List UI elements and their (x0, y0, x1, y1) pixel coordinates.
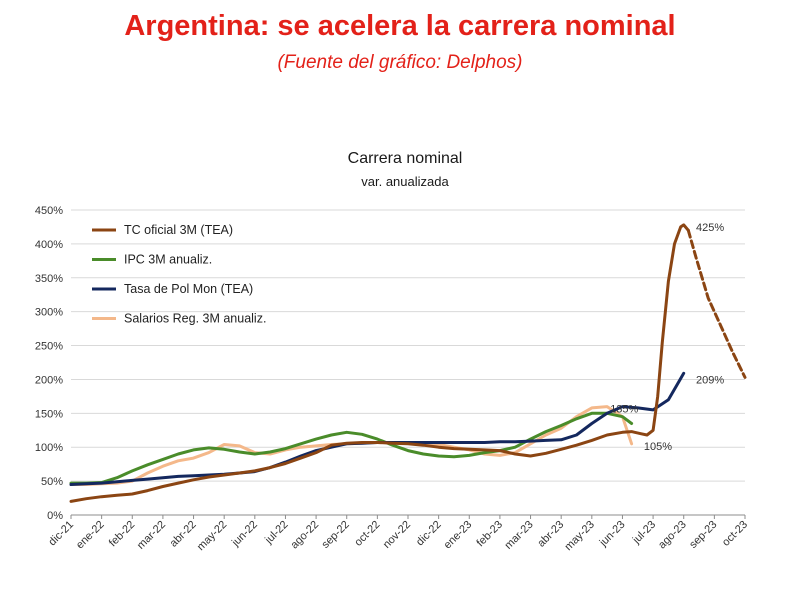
y-tick-label: 400% (35, 239, 63, 251)
y-tick-label: 300% (35, 307, 63, 319)
annotations: 425% 135% 105% 209% (610, 222, 724, 453)
x-tick-label: oct-23 (720, 519, 750, 549)
x-tick-label: mar-23 (503, 519, 536, 552)
y-tick-label: 100% (35, 442, 63, 454)
series-lines (69, 223, 747, 503)
x-tick-label: may-22 (195, 519, 229, 553)
data-label: 209% (696, 374, 724, 386)
x-tick-label: dic-22 (414, 519, 444, 549)
legend: TC oficial 3M (TEA) IPC 3M anualiz. Tasa d… (92, 223, 266, 326)
x-tick-label: mar-22 (135, 519, 168, 552)
x-tick-label: may-23 (563, 519, 597, 553)
y-tick-label: 50% (41, 476, 63, 488)
legend-label: Salarios Reg. 3M anualiz. (124, 312, 266, 326)
data-label: 135% (610, 404, 638, 416)
x-tick-label: ago-23 (656, 519, 689, 552)
x-tick-label: ene-22 (74, 519, 107, 552)
source-note: (Fuente del gráfico: Delphos) (277, 52, 523, 73)
data-label: 105% (644, 441, 672, 453)
x-tick-label: sep-22 (320, 519, 352, 551)
y-tick-label: 150% (35, 408, 63, 420)
x-tick-label: sep-23 (687, 519, 719, 551)
legend-label: TC oficial 3M (TEA) (124, 223, 233, 237)
x-tick-label: feb-23 (474, 519, 505, 550)
chart-subtitle: var. anualizada (361, 174, 449, 189)
legend-label: IPC 3M anualiz. (124, 253, 212, 267)
x-tick-label: jul-23 (630, 519, 658, 547)
x-tick-label: dic-21 (46, 519, 76, 549)
series-line (69, 405, 634, 486)
x-tick-label: jun-22 (229, 519, 260, 550)
y-tick-label: 450% (35, 205, 63, 217)
x-tick-label: ago-22 (288, 519, 321, 552)
series-line (69, 411, 634, 485)
y-tick-label: 0% (47, 510, 63, 522)
y-axis: 0% 50% 100% 150% 200% 250% 300% 350% 400% 450% (35, 205, 63, 522)
x-tick-label: oct-22 (352, 519, 382, 549)
headline: Argentina: se acelera la carrera nominal (124, 10, 676, 42)
series-forecast-line (686, 228, 747, 379)
x-tick-label: nov-22 (381, 519, 413, 551)
chart-title: Carrera nominal (348, 150, 463, 167)
data-label: 425% (696, 222, 724, 234)
x-tick-label: ene-23 (442, 519, 475, 552)
x-tick-label: jun-23 (597, 519, 628, 550)
y-tick-label: 250% (35, 341, 63, 353)
x-tick-label: jul-22 (262, 519, 290, 547)
legend-label: Tasa de Pol Mon (TEA) (124, 282, 253, 296)
y-tick-label: 350% (35, 273, 63, 285)
series-line (69, 223, 690, 503)
y-tick-label: 200% (35, 374, 63, 386)
x-tick-label: feb-22 (107, 519, 138, 550)
